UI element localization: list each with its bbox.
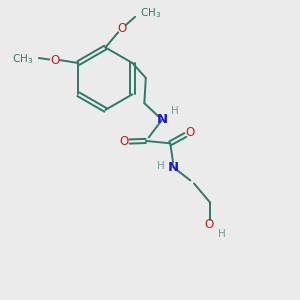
Text: H: H: [157, 160, 165, 171]
Text: O: O: [204, 218, 214, 231]
Text: CH$_3$: CH$_3$: [140, 6, 161, 20]
Text: N: N: [157, 113, 168, 126]
Text: H: H: [171, 106, 178, 116]
Text: CH$_3$: CH$_3$: [12, 52, 33, 65]
Text: O: O: [120, 135, 129, 148]
Text: O: O: [117, 22, 126, 34]
Text: N: N: [168, 160, 179, 174]
Text: H: H: [218, 229, 226, 239]
Text: O: O: [50, 54, 59, 67]
Text: O: O: [185, 126, 194, 140]
